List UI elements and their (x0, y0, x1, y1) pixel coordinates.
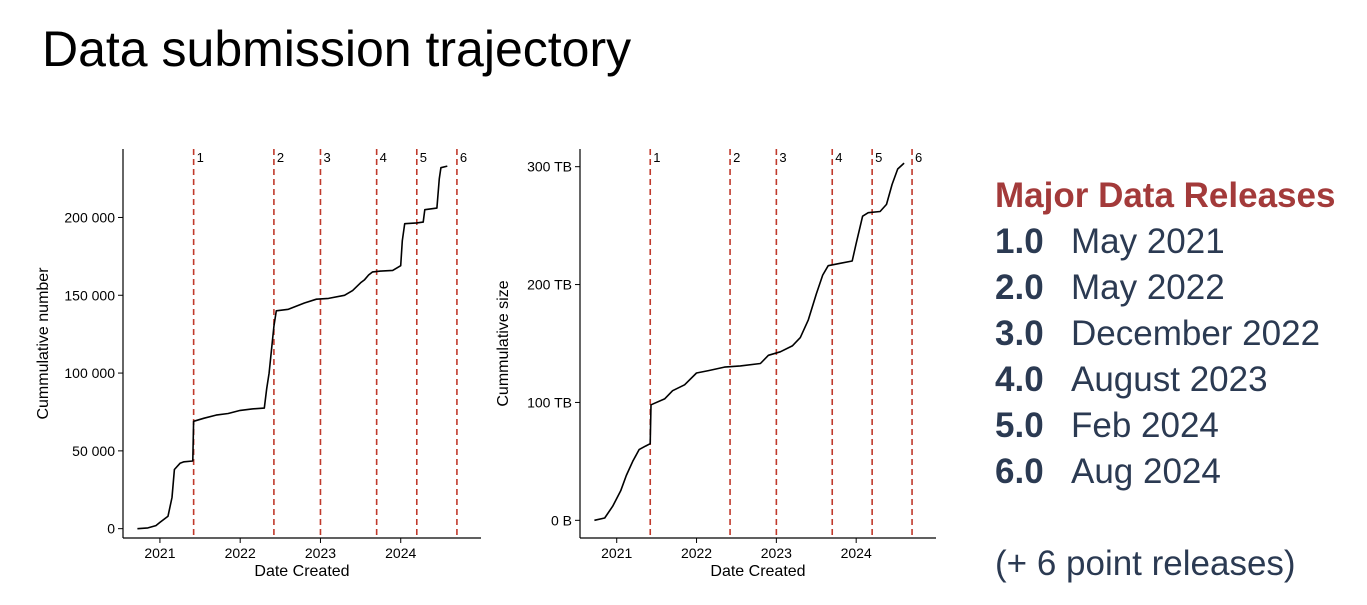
x-tick-label: 2022 (225, 545, 256, 561)
release-date: Feb 2024 (1071, 406, 1219, 445)
y-tick-label: 0 B (551, 512, 572, 528)
chart-svg: 0 B 100 TB 200 TB 300 TB 2021 2022 2023 2024 Dat… (495, 149, 936, 580)
release-label: 1 (197, 150, 204, 165)
y-tick-label: 150 000 (64, 287, 115, 303)
point-releases-note: (+ 6 point releases) (995, 544, 1296, 583)
release-label: 5 (875, 150, 882, 165)
x-tick-label: 2022 (681, 545, 712, 561)
y-axis-title: Cummulative size (495, 280, 512, 406)
release-version: 2.0 (995, 268, 1044, 307)
release-label: 4 (380, 150, 387, 165)
cumulative-size-chart: 0 B 100 TB 200 TB 300 TB 2021 2022 2023 2024 Dat… (490, 140, 950, 590)
release-date: May 2022 (1071, 268, 1225, 307)
x-tick-label: 2021 (601, 545, 632, 561)
release-version: 1.0 (995, 222, 1044, 261)
release-row: 5.0 Feb 2024 (995, 403, 1335, 449)
x-tick-label: 2021 (144, 545, 175, 561)
release-label: 6 (460, 150, 467, 165)
release-version: 5.0 (995, 406, 1044, 445)
y-tick-label: 50 000 (72, 443, 115, 459)
x-tick-label: 2024 (385, 545, 416, 561)
release-row: 3.0 December 2022 (995, 311, 1335, 357)
y-tick-label: 100 000 (64, 365, 115, 381)
y-axis-title: Cummulative number (35, 267, 52, 420)
release-version: 3.0 (995, 314, 1044, 353)
release-date: Aug 2024 (1071, 452, 1221, 491)
release-label: 3 (323, 150, 330, 165)
release-label: 2 (277, 150, 284, 165)
x-axis-title: Date Created (254, 563, 349, 580)
x-tick-label: 2024 (841, 545, 872, 561)
release-label: 4 (835, 150, 842, 165)
data-series-line (594, 162, 905, 522)
release-label: 3 (779, 150, 786, 165)
release-date: May 2021 (1071, 222, 1225, 261)
release-label: 1 (653, 150, 660, 165)
release-row: 1.0 May 2021 (995, 219, 1335, 265)
release-label: 2 (733, 150, 740, 165)
y-tick-label: 300 TB (527, 159, 572, 175)
release-version: 4.0 (995, 360, 1044, 399)
release-label: 6 (915, 150, 922, 165)
release-date: December 2022 (1071, 314, 1321, 353)
releases-heading: Major Data Releases (995, 176, 1336, 215)
release-date: August 2023 (1071, 360, 1268, 399)
release-version: 6.0 (995, 452, 1044, 491)
y-tick-label: 0 (107, 521, 115, 537)
x-tick-label: 2023 (761, 545, 792, 561)
release-row: 2.0 May 2022 (995, 265, 1335, 311)
major-releases-panel: Major Data Releases 1.0 May 2021 2.0 May 2… (995, 173, 1335, 587)
x-tick-label: 2023 (305, 545, 336, 561)
chart-svg: 0 50 000 100 000 150 000 200 000 2021 2022 2023… (35, 149, 481, 580)
slide-title: Data submission trajectory (42, 21, 632, 77)
release-label: 5 (420, 150, 427, 165)
y-tick-label: 200 TB (527, 277, 572, 293)
y-tick-label: 100 TB (527, 394, 572, 410)
y-tick-label: 200 000 (64, 209, 115, 225)
release-row: 6.0 Aug 2024 (995, 449, 1335, 495)
data-series-line (137, 165, 448, 530)
cumulative-number-chart: 0 50 000 100 000 150 000 200 000 2021 2022 2023… (30, 140, 490, 590)
release-row: 4.0 August 2023 (995, 357, 1335, 403)
x-axis-title: Date Created (710, 563, 805, 580)
